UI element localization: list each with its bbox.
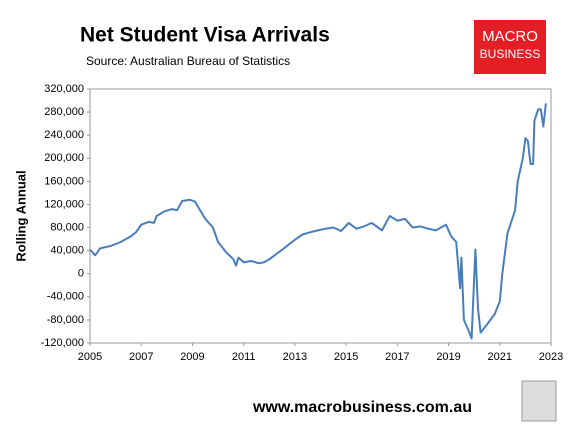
- x-tick-label: 2019: [436, 351, 460, 363]
- chart-subtitle: Source: Australian Bureau of Statistics: [86, 54, 290, 68]
- y-tick-label: 120,000: [44, 198, 84, 210]
- y-tick-label: 280,000: [44, 106, 84, 118]
- line: [89, 103, 547, 340]
- footer: www.macrobusiness.com.au: [252, 399, 472, 416]
- plot-frame: [89, 88, 552, 344]
- y-tick-label: -40,000: [47, 291, 84, 303]
- y-tick-label: 320,000: [44, 83, 84, 95]
- y-tick-label: 0: [78, 268, 84, 280]
- x-tick-label: 2023: [539, 351, 563, 363]
- logo-icon: [521, 380, 557, 422]
- logo-text: MACRO: [482, 28, 538, 45]
- y-tick-label: 40,000: [50, 245, 84, 257]
- x-tick-label: 2005: [78, 351, 102, 363]
- logo: [474, 20, 546, 74]
- y-tick-label: 160,000: [44, 175, 84, 187]
- y-tick-label: -120,000: [41, 337, 84, 349]
- x-tick-label: 2009: [180, 351, 204, 363]
- x-tick-label: 2015: [334, 351, 358, 363]
- y-tick-label: 80,000: [50, 221, 84, 233]
- x-tick-label: 2011: [232, 351, 256, 363]
- x-tick-label: 2013: [283, 351, 307, 363]
- chart-title: Net Student Visa Arrivals: [80, 24, 330, 47]
- y-tick-label: 240,000: [44, 129, 84, 141]
- logo-text: BUSINESS: [480, 47, 541, 61]
- x-tick-label: 2021: [488, 351, 512, 363]
- x-tick-label: 2017: [385, 351, 409, 363]
- y-tick-label: -80,000: [47, 314, 84, 326]
- x-tick-label: 2007: [129, 351, 153, 363]
- y-axis-label: Rolling Annual: [13, 170, 28, 261]
- y-tick-label: 200,000: [44, 152, 84, 164]
